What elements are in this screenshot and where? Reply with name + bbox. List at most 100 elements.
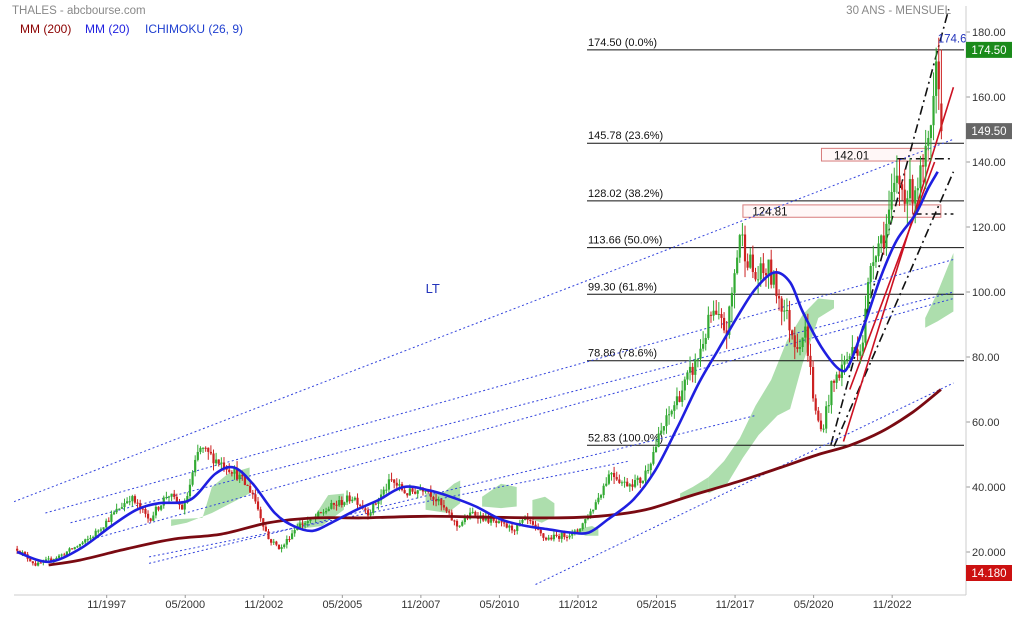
candle xyxy=(547,534,550,541)
candle-body xyxy=(120,507,123,509)
candle-body xyxy=(173,493,176,497)
candle-body xyxy=(432,496,435,500)
candle xyxy=(916,177,919,200)
candle-body xyxy=(99,529,103,531)
candle-body xyxy=(188,484,192,497)
candle xyxy=(633,474,637,489)
candle-body xyxy=(332,503,336,505)
candle-body xyxy=(830,380,833,406)
candle-body xyxy=(110,514,113,522)
candle-body xyxy=(298,523,302,529)
candle-body xyxy=(34,563,37,566)
candle-body xyxy=(694,359,697,375)
candle xyxy=(827,394,830,413)
candle-body xyxy=(542,533,545,538)
candle-body xyxy=(118,508,121,510)
candle xyxy=(343,501,346,507)
candle-body xyxy=(194,459,197,473)
candle xyxy=(149,517,152,523)
candle-body xyxy=(416,490,419,494)
candle-body xyxy=(369,513,372,516)
y-tick-label-5: 120.00 xyxy=(972,222,1006,234)
candle xyxy=(275,540,278,547)
candle-body xyxy=(751,254,754,273)
candle-body xyxy=(584,519,587,524)
candle-body xyxy=(220,462,223,464)
candle-body xyxy=(843,360,846,365)
candle xyxy=(594,499,597,510)
candle xyxy=(246,484,249,486)
candle-body xyxy=(338,500,341,506)
candle-body xyxy=(94,530,97,537)
candle-body xyxy=(246,484,249,486)
candle-body xyxy=(565,536,569,538)
candle-body xyxy=(919,165,922,189)
candle-body xyxy=(235,467,239,480)
candle xyxy=(738,233,741,263)
candle xyxy=(722,312,726,334)
candle xyxy=(330,499,333,510)
candle-body xyxy=(670,410,673,415)
candle xyxy=(369,509,372,517)
legend-ma20: MM (20) xyxy=(85,22,130,36)
candle xyxy=(798,339,802,356)
candle-body xyxy=(238,474,241,480)
candle xyxy=(730,287,734,323)
candle-body xyxy=(521,519,524,523)
candle-body xyxy=(217,459,220,464)
candle-body xyxy=(555,534,558,537)
candle xyxy=(832,379,836,392)
candle xyxy=(215,452,218,466)
candle xyxy=(552,530,555,542)
candle-body xyxy=(353,497,356,500)
candle xyxy=(301,520,304,529)
candle xyxy=(670,409,673,417)
candle-body xyxy=(209,451,212,454)
candle-body xyxy=(864,308,867,343)
candle xyxy=(510,523,514,534)
candle xyxy=(654,439,658,453)
candle-body xyxy=(505,523,508,528)
candle-body xyxy=(293,530,296,534)
candle-body xyxy=(793,335,796,348)
candle-body xyxy=(385,489,388,491)
candle-body xyxy=(780,298,783,312)
candle-body xyxy=(458,525,461,527)
candle xyxy=(458,525,461,528)
candle xyxy=(290,529,294,540)
candle-body xyxy=(882,235,885,248)
candle xyxy=(424,490,427,494)
candle-body xyxy=(414,491,417,494)
trend-lines xyxy=(14,9,955,585)
candle-body xyxy=(791,330,794,336)
candle xyxy=(267,529,270,540)
candle-body xyxy=(474,511,477,516)
candle-body xyxy=(743,234,747,262)
candle xyxy=(304,521,307,529)
price-badge-2: 14.180 xyxy=(966,565,1012,581)
price-badge-label: 174.50 xyxy=(971,45,1006,57)
trend-line-0 xyxy=(830,9,950,445)
candle-body xyxy=(324,511,328,513)
candle-body xyxy=(16,548,19,551)
candle xyxy=(107,517,110,523)
candle-body xyxy=(605,483,608,486)
cloud-segment-0 xyxy=(171,467,250,526)
fib-label-4: 99.30 (61.8%) xyxy=(588,281,657,293)
candle xyxy=(204,446,207,452)
cloud-segment-8 xyxy=(925,253,954,328)
candle-body xyxy=(47,558,50,560)
candle-body xyxy=(940,103,943,132)
candle-body xyxy=(86,539,89,541)
candle xyxy=(602,483,605,499)
candle-body xyxy=(757,279,760,281)
candle-body xyxy=(254,494,257,502)
candle-body xyxy=(578,529,582,532)
candle xyxy=(115,503,118,515)
candle-body xyxy=(665,415,668,427)
candle-body xyxy=(162,497,165,506)
candle-body xyxy=(783,310,786,312)
fib-label-3: 113.66 (50.0%) xyxy=(588,235,662,247)
candle-body xyxy=(154,506,158,516)
y-axis: 20.000 40.000 60.00 80.00 100.00 120.00 140.00… xyxy=(965,6,1006,595)
